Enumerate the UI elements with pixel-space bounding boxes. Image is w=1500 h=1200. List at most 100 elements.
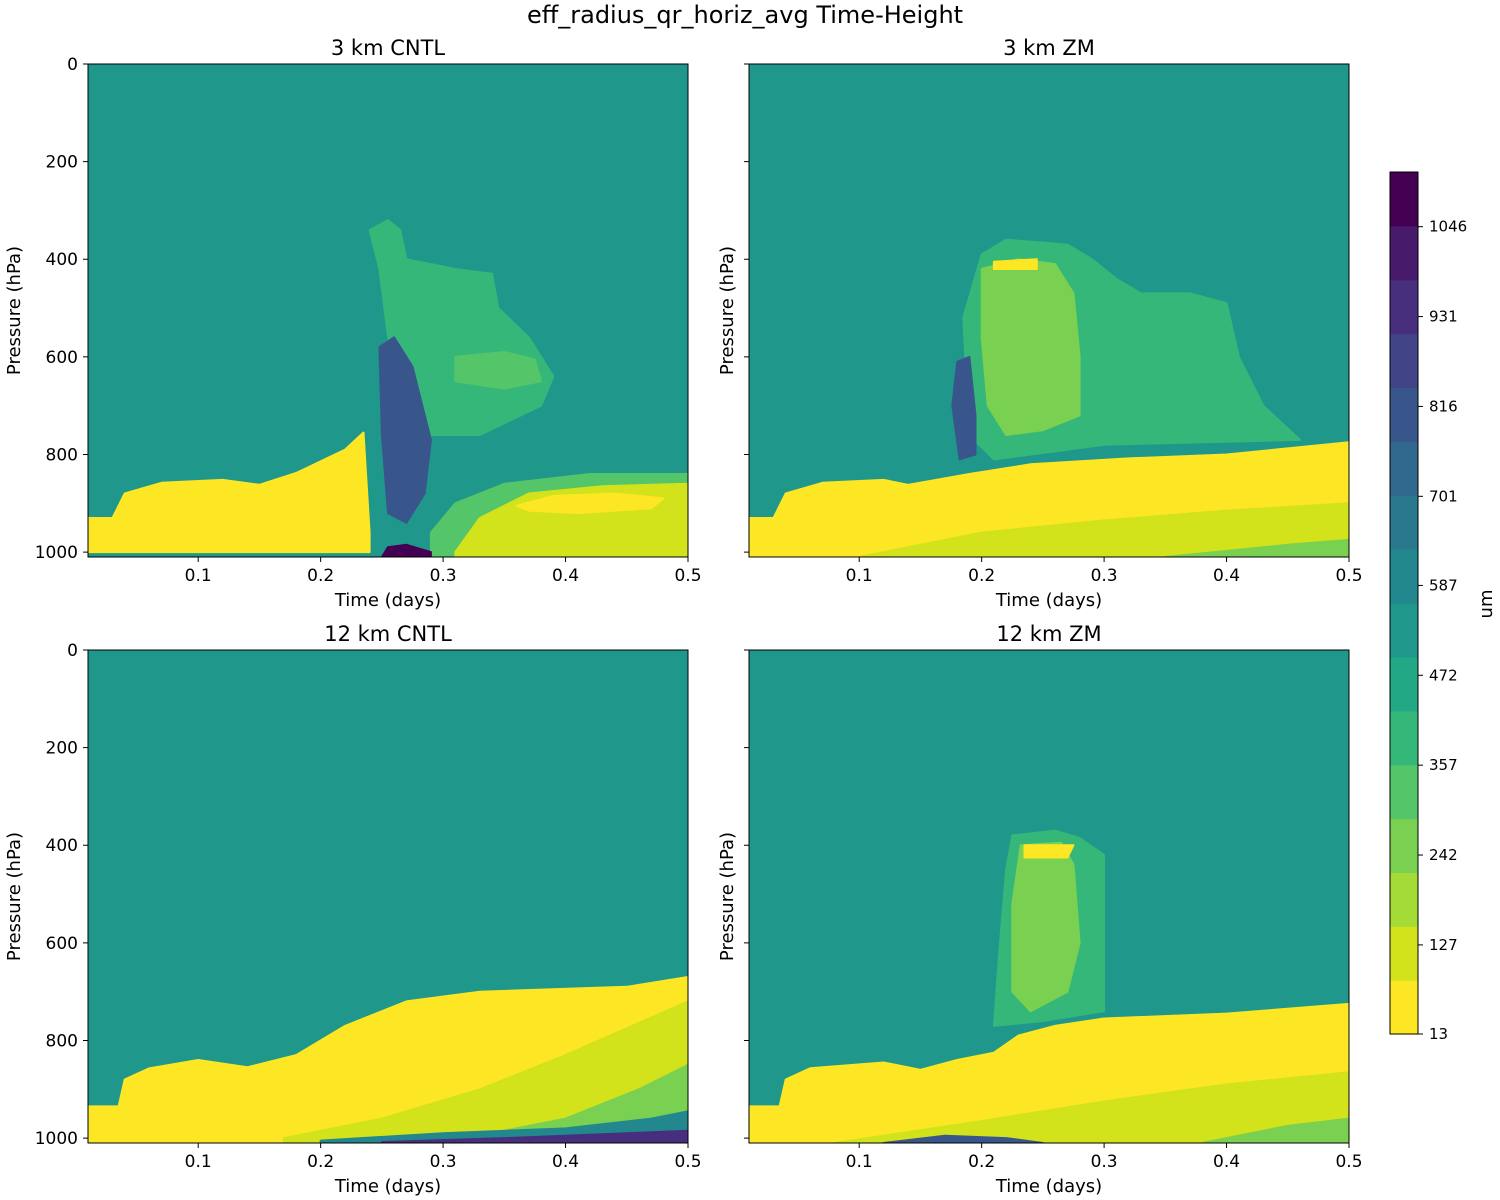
colorbar-swatch [1390,279,1418,335]
3-km-cntl-ytick-label: 800 [46,445,78,465]
colorbar-tick-label: 242 [1429,846,1458,864]
12-km-zm-contour-region-2 [1023,844,1075,859]
3-km-cntl-contour-region-3 [378,336,432,524]
3-km-zm-title: 3 km ZM [1003,36,1095,60]
12-km-zm-xtick-label: 0.1 [846,1152,873,1172]
colorbar-swatch [1390,710,1418,766]
colorbar: 13 127 242 357 472 587 701 816 931 1046 [1389,171,1467,1043]
3-km-cntl-field [88,64,688,557]
3-km-cntl-xlabel: Time (days) [334,590,441,611]
3-km-zm-axes-frame [748,63,1350,558]
colorbar-tick-label: 816 [1429,397,1458,415]
12-km-cntl-ytick-label: 0 [67,641,78,661]
3-km-cntl-xtick-label: 0.3 [430,566,457,586]
3-km-cntl-xtick-label: 0.5 [674,566,701,586]
colorbar-swatch [1390,764,1418,820]
panel-3km-zm: 3 km ZM 0.1 0.2 0.3 0.4 0.5 Time (days) Pressur… [717,36,1363,611]
colorbar-frame [1389,171,1419,1035]
3-km-cntl-axes-frame [87,63,689,558]
colorbar-swatch [1390,656,1418,712]
colorbar-swatch [1390,980,1418,1035]
colorbar-tick-label: 701 [1429,487,1458,505]
panel-12km-cntl: 12 km CNTL 0.1 0.2 0.3 0.4 0.5 0 200 400 600 800 10… [4,622,702,1197]
3-km-cntl-contour-region-6 [515,492,665,515]
12-km-cntl-contour-region-1 [282,1000,688,1143]
colorbar-swatch [1390,225,1418,281]
3-km-cntl-ytick-label: 1000 [35,543,78,563]
3-km-zm-xtick-label: 0.5 [1335,566,1362,586]
3-km-cntl-ytick-label: 400 [46,250,78,270]
12-km-cntl-xtick-label: 0.4 [552,1152,579,1172]
3-km-zm-xtick-label: 0.2 [968,566,995,586]
3-km-zm-xtick-label: 0.1 [846,566,873,586]
12-km-zm-title: 12 km ZM [996,622,1101,646]
12-km-cntl-xtick-label: 0.2 [307,1152,334,1172]
12-km-cntl-xtick-label: 0.1 [185,1152,212,1172]
3-km-zm-contour-region-5 [858,502,1349,557]
colorbar-tick-label: 472 [1429,666,1458,684]
colorbar-tick-label: 587 [1429,576,1458,594]
12-km-zm-xtick-label: 0.3 [1091,1152,1118,1172]
12-km-zm-xtick-label: 0.5 [1335,1152,1362,1172]
3-km-zm-ylabel: Pressure (hPa) [717,246,738,375]
3-km-cntl-xtick-label: 0.4 [552,566,579,586]
colorbar-swatch [1390,603,1418,658]
panel-3km-cntl: 3 km CNTL 0.1 0.2 0.3 0.4 0.5 0 200 400 600 800 100… [4,36,702,611]
3-km-zm-field [749,64,1349,557]
12-km-zm-xlabel: Time (days) [995,1176,1102,1197]
3-km-cntl-xtick-label: 0.1 [185,566,212,586]
colorbar-tick-label: 931 [1429,308,1458,326]
12-km-zm-field [749,650,1349,1143]
12-km-zm-contour-region-4 [833,1071,1349,1143]
3-km-zm-contour-region-2 [992,258,1038,270]
3-km-cntl-ytick-label: 600 [46,348,78,368]
figure-title: eff_radius_qr_horiz_avg Time-Height [527,1,963,29]
3-km-cntl-ytick-label: 0 [67,55,78,75]
12-km-cntl-ylabel: Pressure (hPa) [4,832,25,961]
12-km-cntl-ytick-label: 800 [46,1031,78,1051]
3-km-cntl-xtick-label: 0.2 [307,566,334,586]
12-km-cntl-contour-region-4 [380,1129,688,1143]
3-km-zm-contour-region-3 [951,355,977,461]
colorbar-tick-label: 13 [1429,1025,1448,1043]
colorbar-tick-label: 127 [1429,936,1458,954]
colorbar-swatch [1390,549,1418,604]
3-km-zm-contour-region-6 [1164,538,1349,557]
colorbar-swatch [1390,387,1418,442]
3-km-zm-xlabel: Time (days) [995,590,1102,611]
3-km-zm-xtick-label: 0.3 [1091,566,1118,586]
3-km-cntl-ytick-label: 200 [46,153,78,173]
panel-12km-zm: 12 km ZM 0.1 0.2 0.3 0.4 0.5 Time (days) Pressu… [717,622,1363,1197]
12-km-cntl-xlabel: Time (days) [334,1176,441,1197]
colorbar-swatch [1390,495,1418,550]
12-km-zm-axes-frame [748,649,1350,1144]
3-km-cntl-contour-region-2 [454,351,543,390]
12-km-cntl-axes-frame [87,649,689,1144]
12-km-zm-contour-region-6 [882,1134,1044,1143]
colorbar-label: um [1476,590,1497,619]
colorbar-swatch [1390,872,1418,927]
colorbar-swatch [1390,926,1418,981]
colorbar-tick-label: 357 [1429,756,1458,774]
12-km-zm-contour-region-5 [1201,1117,1349,1143]
colorbar-swatch [1390,333,1418,389]
3-km-cntl-ylabel: Pressure (hPa) [4,246,25,375]
12-km-cntl-ytick-label: 200 [46,739,78,759]
12-km-zm-ylabel: Pressure (hPa) [717,832,738,961]
3-km-zm-contour-region-1 [980,258,1081,436]
colorbar-swatch [1390,818,1418,873]
12-km-cntl-ytick-label: 400 [46,836,78,856]
12-km-zm-contour-region-1 [1011,841,1081,1013]
3-km-zm-xtick-label: 0.4 [1213,566,1240,586]
12-km-cntl-ytick-label: 600 [46,934,78,954]
3-km-cntl-contour-region-0 [88,431,371,554]
12-km-cntl-field [88,650,688,1143]
12-km-cntl-title: 12 km CNTL [324,622,452,646]
12-km-zm-xtick-label: 0.4 [1213,1152,1240,1172]
3-km-cntl-title: 3 km CNTL [331,36,446,60]
12-km-zm-xtick-label: 0.2 [968,1152,995,1172]
colorbar-swatch [1390,441,1418,496]
colorbar-tick-label: 1046 [1429,218,1467,236]
3-km-cntl-contour-region-7 [380,543,432,557]
